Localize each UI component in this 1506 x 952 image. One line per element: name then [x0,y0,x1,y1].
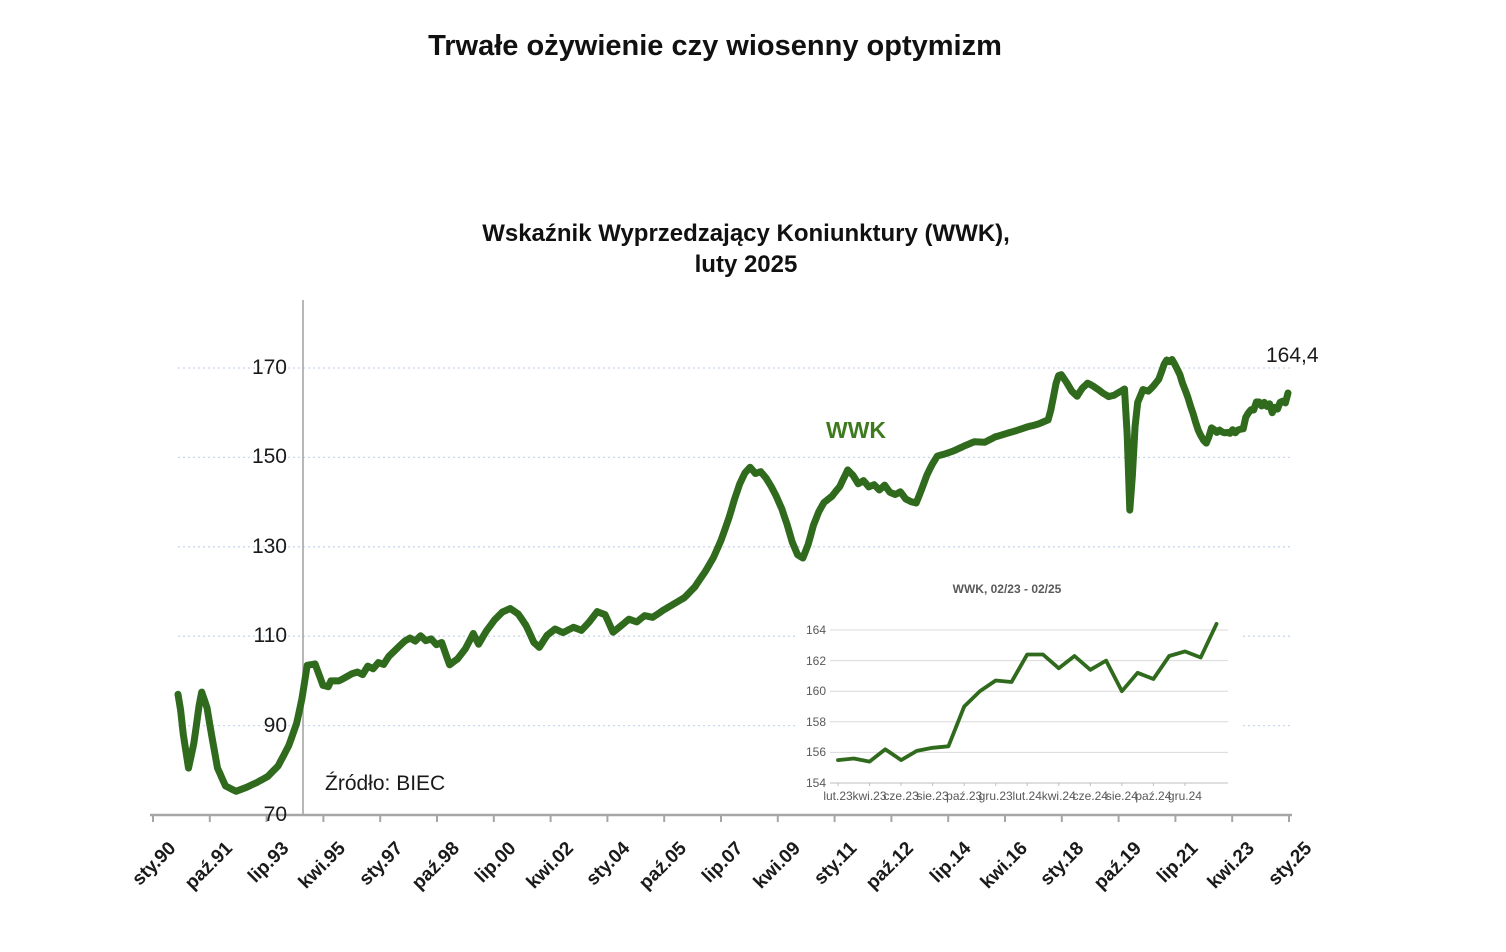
chart-title-line2: luty 2025 [694,251,798,278]
inset-wwk-series-line [836,622,1219,764]
inset-y-axis-label-158: 158 [805,714,826,729]
last-point-value-label: 164,4 [1266,344,1319,367]
source-note: Źródło: BIEC [325,772,446,795]
chart-title-line1: Wskaźnik Wyprzedzający Koniunktury (WWK)… [482,220,1010,247]
y-axis-label-130: 130 [251,534,287,558]
inset-x-axis-label-gru.24: gru.24 [1167,789,1202,803]
inset-x-axis-label-paź.23: paź.23 [946,789,983,803]
chart-title: Wskaźnik Wyprzedzający Koniunktury (WWK)… [0,218,1492,280]
inset-x-axis-label-sie.24: sie.24 [1105,789,1138,803]
inset-x-axis-label-kwi.24: kwi.24 [1041,789,1076,803]
inset-x-axis-label-sie.23: sie.23 [916,789,949,803]
y-axis-label-150: 150 [251,445,287,469]
inset-x-axis-label-cze.24: cze.24 [1072,789,1108,803]
wwk-series-line [174,356,1292,795]
y-axis-label-170: 170 [251,356,287,379]
inset-x-axis-label-kwi.23: kwi.23 [852,789,887,803]
y-axis-label-110: 110 [253,624,287,648]
y-axis-label-70: 70 [263,803,287,826]
inset-x-axis-label-cze.23: cze.23 [883,789,919,803]
page-title: Trwałe ożywienie czy wiosenny optymizm [428,30,1002,62]
series-label-wwk: WWK [826,417,887,443]
inset-chart-title: WWK, 02/23 - 02/25 [952,582,1062,596]
inset-y-axis-label-164: 164 [805,623,826,637]
inset-y-axis-label-156: 156 [805,745,826,760]
inset-x-axis-label-lut.23: lut.23 [823,789,853,803]
inset-chart: WWK, 02/23 - 02/25 164 162 160 158 156 154 lu… [798,570,1242,812]
inset-y-axis-label-160: 160 [805,684,826,699]
inset-y-axis-label-154: 154 [805,776,826,790]
inset-x-axis-label-gru.23: gru.23 [978,789,1013,803]
inset-x-axis-label-lut.24: lut.24 [1012,789,1042,803]
y-axis-label-90: 90 [263,713,287,737]
inset-y-axis-label-162: 162 [805,653,826,668]
inset-x-axis-label-paź.24: paź.24 [1135,789,1172,803]
inset-line-chart [830,622,1228,786]
